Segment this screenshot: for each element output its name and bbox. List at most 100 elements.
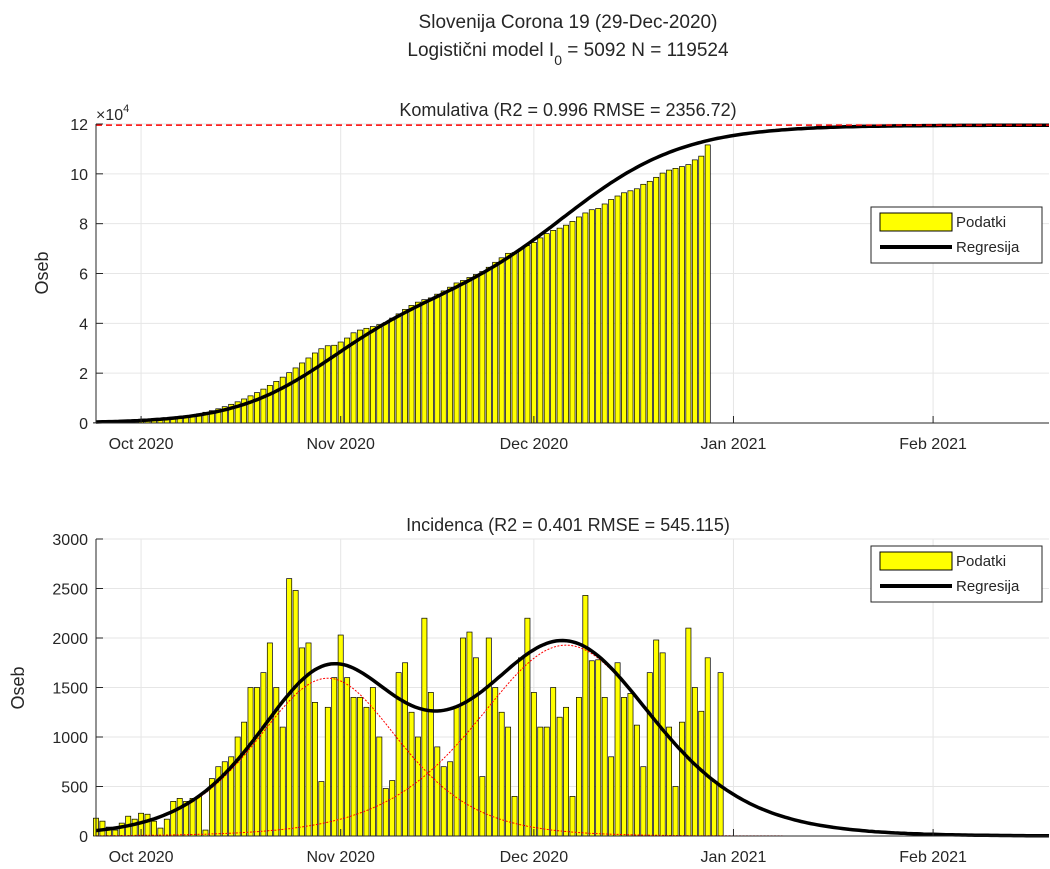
bar	[389, 780, 396, 837]
bar	[633, 724, 640, 837]
bar	[498, 711, 505, 837]
y-tick-label: 2000	[52, 631, 88, 648]
bar	[569, 796, 576, 837]
x-tick-label: Feb 2021	[899, 436, 967, 453]
bar	[511, 252, 518, 424]
x-tick-label: Dec 2020	[500, 849, 569, 866]
bar	[292, 590, 299, 837]
bar	[691, 159, 698, 424]
bar	[640, 766, 647, 837]
y-tick-label: 0	[79, 829, 88, 846]
x-tick-label: Feb 2021	[899, 849, 967, 866]
bar	[369, 687, 376, 837]
bar	[543, 233, 550, 424]
incidence-legend: Podatki Regresija	[870, 545, 1043, 603]
bar	[434, 293, 441, 424]
bar	[389, 317, 396, 424]
bar	[576, 216, 582, 424]
y-tick-label: 6	[79, 267, 88, 284]
bar	[627, 190, 634, 424]
bar	[472, 657, 479, 837]
bar	[415, 301, 421, 424]
bar	[685, 164, 692, 424]
bar	[408, 711, 415, 837]
bar	[151, 820, 157, 837]
bar	[382, 788, 389, 837]
y-tick-label: 500	[61, 780, 88, 797]
bar	[447, 286, 454, 424]
bar	[666, 169, 673, 424]
bar	[324, 706, 331, 837]
bar	[415, 736, 421, 837]
bar	[608, 199, 615, 424]
bar	[601, 203, 608, 424]
bar	[176, 798, 183, 837]
bar	[331, 677, 338, 837]
bar	[318, 781, 325, 837]
bar	[318, 348, 325, 424]
bar	[556, 227, 563, 424]
bar	[382, 322, 389, 424]
bar	[672, 168, 679, 424]
bar	[518, 657, 524, 837]
bar	[537, 726, 544, 837]
legend-label-data: Podatki	[956, 214, 1006, 231]
bar	[363, 706, 370, 837]
bar	[685, 627, 692, 837]
bar	[595, 659, 602, 837]
incidence-chart-title: Incidenca (R2 = 0.401 RMSE = 545.115)	[406, 515, 730, 535]
bar	[672, 786, 679, 837]
bar	[357, 329, 363, 424]
cumulative-plot-area: 0 2 4 6 8 10 12 Oct 2020 Nov 2020 Dec 2020 Jan 202…	[70, 117, 1049, 453]
bar	[479, 776, 486, 837]
bar	[266, 642, 273, 837]
bar	[440, 290, 447, 424]
bar	[247, 687, 254, 837]
bar	[485, 637, 492, 837]
bar	[202, 829, 209, 837]
bar	[427, 297, 434, 424]
y-exponent-base: ×10	[96, 107, 123, 124]
bar	[369, 326, 376, 424]
bar	[273, 381, 280, 424]
title-line2-prefix: Logistični model I	[407, 40, 554, 61]
bar	[679, 166, 685, 424]
bar	[144, 813, 151, 837]
bar	[569, 221, 576, 424]
y-tick-label: 1500	[52, 681, 88, 698]
bar	[556, 716, 563, 837]
bar	[530, 242, 537, 424]
cumulative-chart: Komulativa (R2 = 0.996 RMSE = 2356.72) ×…	[32, 100, 1049, 453]
bar	[717, 672, 724, 837]
bar	[595, 208, 602, 424]
bars	[93, 578, 724, 837]
bar	[479, 271, 486, 424]
y-tick-label: 2500	[52, 582, 88, 599]
bar	[621, 192, 627, 424]
y-tick-label: 12	[70, 117, 88, 134]
y-tick-label: 2	[79, 366, 88, 383]
bar	[646, 180, 653, 424]
bar	[131, 818, 138, 837]
legend-label-regression: Regresija	[956, 239, 1020, 256]
bar	[704, 657, 711, 837]
bar	[659, 652, 666, 837]
bar	[279, 376, 286, 424]
x-tick-label: Jan 2021	[701, 849, 767, 866]
bar	[659, 172, 666, 424]
bar	[260, 672, 267, 837]
bar	[299, 362, 305, 424]
bar	[196, 796, 202, 837]
bar	[421, 617, 428, 837]
bar	[305, 357, 312, 424]
incidence-chart: Incidenca (R2 = 0.401 RMSE = 545.115) Os…	[8, 515, 1050, 866]
x-tick-label: Dec 2020	[500, 436, 569, 453]
bar	[492, 687, 499, 837]
bar	[492, 261, 499, 424]
y-exponent-power: 4	[123, 103, 129, 115]
bar	[614, 195, 621, 424]
bar	[395, 313, 402, 424]
bar	[563, 224, 569, 424]
bar	[440, 766, 447, 837]
regression-line	[95, 123, 1049, 424]
